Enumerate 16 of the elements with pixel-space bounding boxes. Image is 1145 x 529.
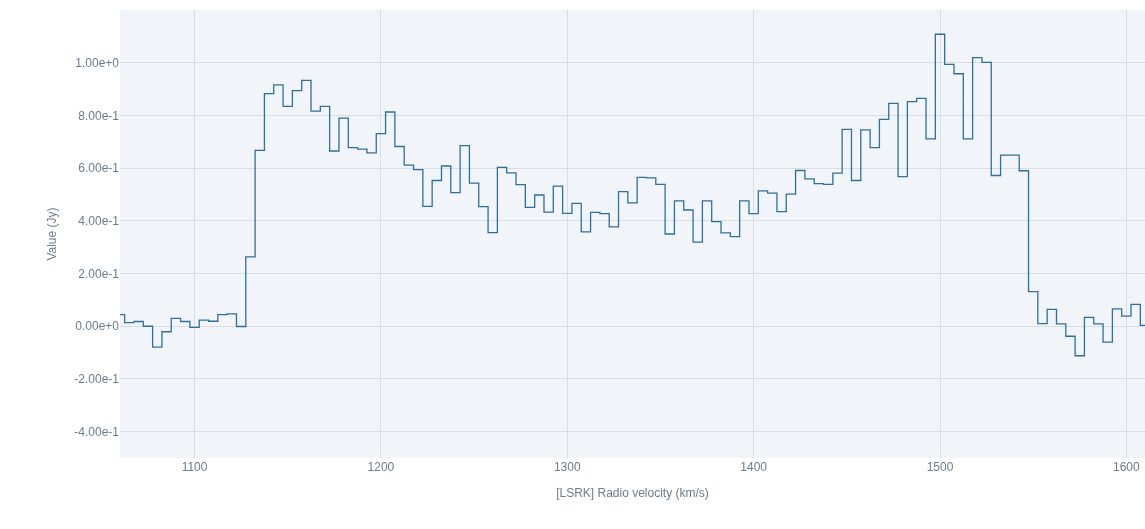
y-tick-label: 4.00e-1 [78,214,120,229]
y-tick-label: 0.00e+0 [75,319,120,334]
y-tick-label: -2.00e-1 [74,372,120,387]
x-tick-label: 1400 [740,460,768,474]
y-tick-label: 8.00e-1 [78,108,120,123]
x-tick-label: 1100 [181,460,208,474]
x-axis-title: [LSRK] Radio velocity (km/s) [556,485,709,500]
y-tick-label: 2.00e-1 [78,266,120,281]
x-tick-label: 1500 [926,460,954,474]
y-tick-label: 1.00e+0 [75,55,120,70]
y-tick-label: -4.00e-1 [74,424,120,439]
x-tick-label: 1300 [553,460,581,474]
x-tick-label: 1600 [1113,460,1141,474]
y-axis-title: Value (Jy) [44,207,59,261]
y-tick-label: 6.00e-1 [78,161,120,176]
x-tick-label: 1200 [367,460,395,474]
